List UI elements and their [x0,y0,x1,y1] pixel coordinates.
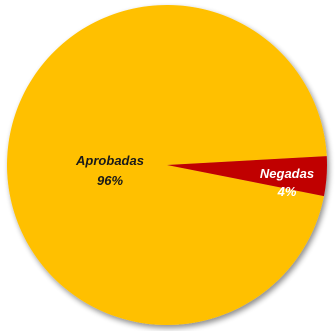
pie-slice-aprobadas [6,4,327,325]
slice-value-negadas: 4% [277,184,297,199]
slice-value-aprobadas: 96% [97,173,123,188]
pie-slices [6,4,327,325]
pie-slice-negadas [167,156,327,197]
slice-label-aprobadas: Aprobadas [75,153,144,168]
slice-label-negadas: Negadas [260,166,314,181]
